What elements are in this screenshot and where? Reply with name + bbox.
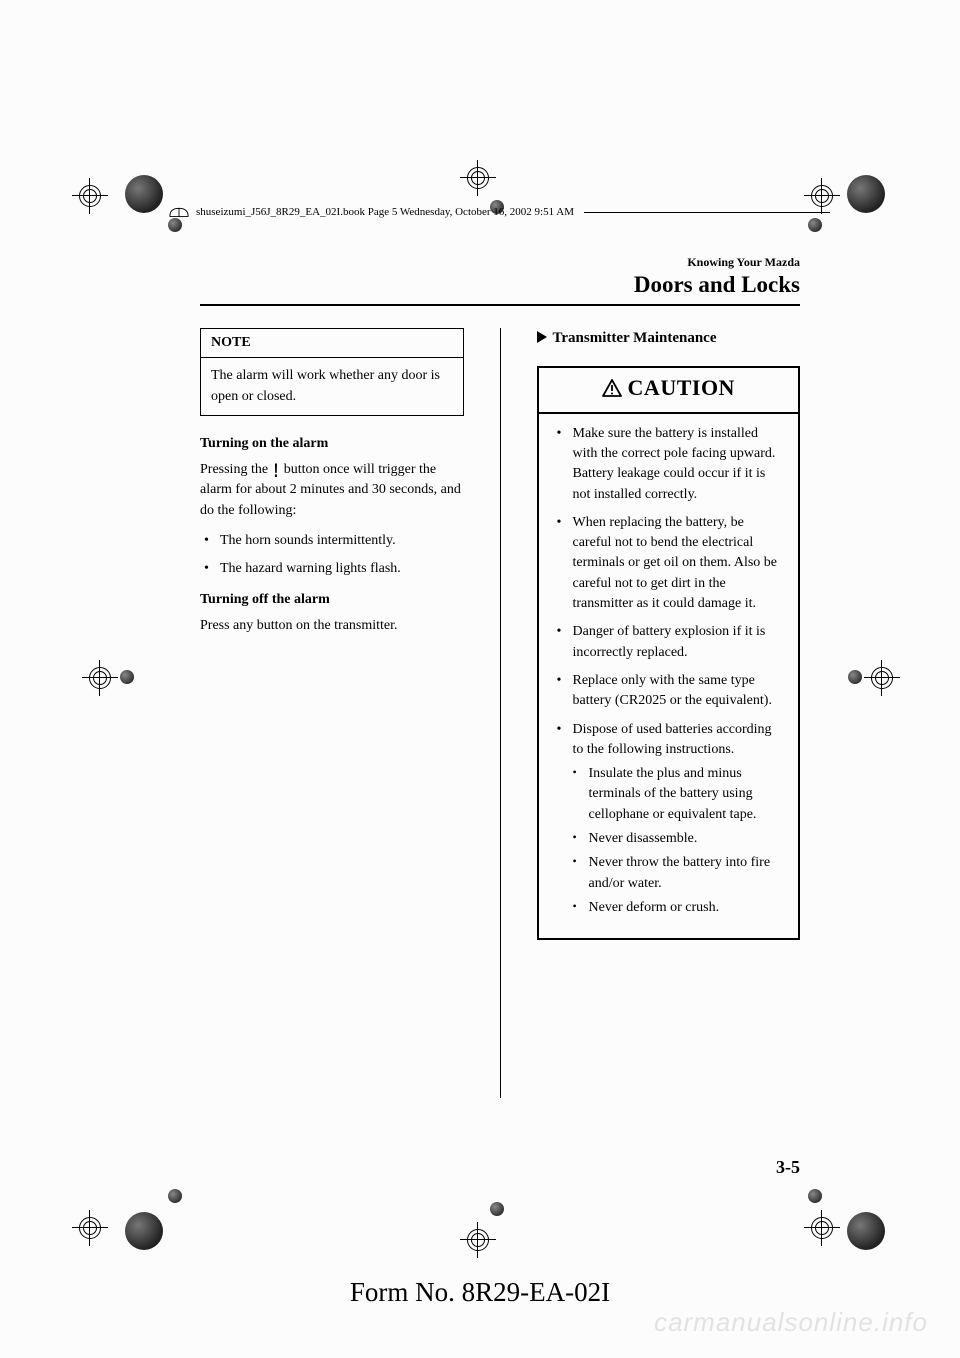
crosshair-br — [804, 1210, 840, 1246]
subhead-turn-on: Turning on the alarm — [200, 434, 464, 454]
crop-dot-tr — [847, 175, 885, 213]
section-title: Doors and Locks — [200, 272, 800, 298]
para-frag-a: Pressing the — [200, 462, 272, 477]
caution-list: Make sure the battery is installed with … — [553, 424, 785, 919]
microdot — [168, 1189, 182, 1203]
caution-header: CAUTION — [539, 368, 799, 414]
crop-dot-br — [847, 1212, 885, 1250]
page-number: 3-5 — [776, 1157, 800, 1178]
list-item: Never throw the battery into fire and/or… — [573, 853, 785, 894]
crosshair-bc — [460, 1222, 496, 1258]
crop-dot-bl — [125, 1212, 163, 1250]
note-label: NOTE — [201, 329, 463, 358]
alarm-effects-list: The horn sounds intermittently. The haza… — [200, 531, 464, 580]
title-rule — [200, 304, 800, 306]
page-body: Knowing Your Mazda Doors and Locks NOTE … — [200, 255, 800, 1188]
left-column: NOTE The alarm will work whether any doo… — [200, 328, 464, 1098]
list-item-text: Dispose of used batteries according to t… — [573, 722, 772, 757]
list-item: Insulate the plus and minus terminals of… — [573, 764, 785, 825]
watermark: carmanualsonline.info — [654, 1307, 928, 1338]
print-stamp: shuseizumi_J56J_8R29_EA_02I.book Page 5 … — [168, 205, 830, 219]
book-icon — [168, 205, 190, 219]
microdot — [808, 1189, 822, 1203]
column-separator — [500, 328, 501, 1098]
subhead-turn-off: Turning off the alarm — [200, 590, 464, 610]
crosshair-tc — [460, 160, 496, 196]
list-item: When replacing the battery, be careful n… — [557, 513, 785, 614]
right-column: Transmitter Maintenance CAUTION Make sur… — [537, 328, 801, 1098]
note-body: The alarm will work whether any door is … — [201, 358, 463, 415]
microdot — [120, 670, 134, 684]
para-turn-off: Press any button on the transmitter. — [200, 616, 464, 636]
list-item: Never disassemble. — [573, 829, 785, 849]
list-item: The horn sounds intermittently. — [204, 531, 464, 551]
panic-icon: ! — [274, 456, 279, 484]
form-number: Form No. 8R29-EA-02I — [350, 1277, 610, 1308]
crosshair-mr — [864, 660, 900, 696]
list-item: Replace only with the same type battery … — [557, 671, 785, 712]
crop-dot-tl — [125, 175, 163, 213]
microdot — [808, 218, 822, 232]
stamp-rule — [584, 212, 830, 213]
list-item: Danger of battery explosion if it is inc… — [557, 622, 785, 663]
list-item: Dispose of used batteries according to t… — [557, 720, 785, 919]
subsection-heading: Transmitter Maintenance — [537, 328, 801, 350]
microdot — [490, 1202, 504, 1216]
crosshair-ml — [82, 660, 118, 696]
stamp-text: shuseizumi_J56J_8R29_EA_02I.book Page 5 … — [196, 206, 574, 218]
microdot — [168, 218, 182, 232]
triangle-bullet-icon — [537, 331, 547, 343]
crosshair-bl — [72, 1210, 108, 1246]
caution-box: CAUTION Make sure the battery is install… — [537, 366, 801, 940]
crosshair-tl — [72, 178, 108, 214]
note-box: NOTE The alarm will work whether any doo… — [200, 328, 464, 416]
caution-label: CAUTION — [628, 375, 735, 400]
subsection-title: Transmitter Maintenance — [553, 330, 717, 346]
list-item: Make sure the battery is installed with … — [557, 424, 785, 505]
caution-body: Make sure the battery is installed with … — [539, 414, 799, 939]
running-head: Knowing Your Mazda — [200, 255, 800, 270]
microdot — [848, 670, 862, 684]
list-item: Never deform or crush. — [573, 898, 785, 918]
disposal-sublist: Insulate the plus and minus terminals of… — [573, 764, 785, 918]
list-item: The hazard warning lights flash. — [204, 559, 464, 579]
warning-triangle-icon — [602, 374, 622, 406]
para-turn-on: Pressing the ! button once will trigger … — [200, 460, 464, 521]
two-column-layout: NOTE The alarm will work whether any doo… — [200, 328, 800, 1098]
